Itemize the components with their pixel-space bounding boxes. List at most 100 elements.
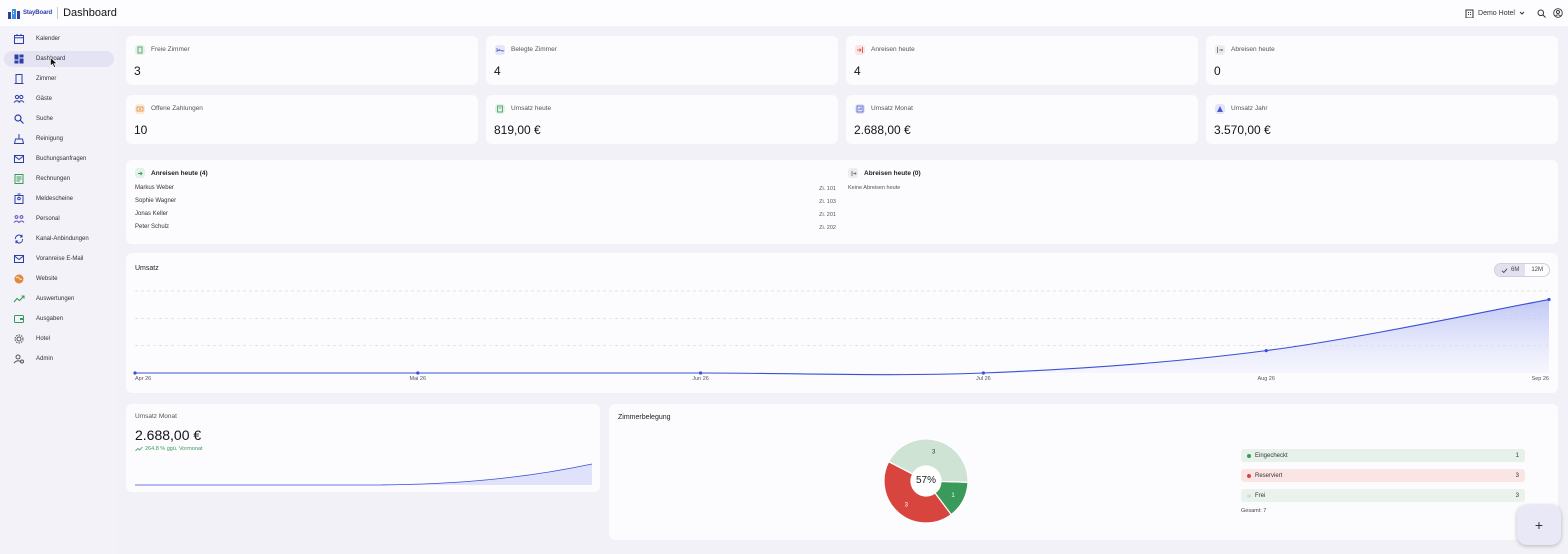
arrival-room-number: Zi. 202 (819, 225, 836, 231)
x-tick-label: Mai 26 (410, 376, 427, 382)
mouse-cursor-icon (50, 57, 58, 68)
sidebar-item-ausgaben[interactable]: Ausgaben (4, 311, 114, 327)
arrival-guest-name[interactable]: Peter Schulz (135, 224, 170, 230)
sidebar-item-auswertungen[interactable]: Auswertungen (4, 291, 114, 307)
sidebar-item-label: Kanal-Anbindungen (36, 236, 89, 242)
sidebar-item-personal[interactable]: Personal (4, 211, 114, 227)
hotel-selector[interactable]: Demo Hotel (1465, 9, 1526, 18)
revenue-point[interactable] (699, 371, 703, 375)
sidebar-item-hotel[interactable]: Hotel (4, 331, 114, 347)
hotel-name: Demo Hotel (1478, 9, 1515, 17)
sidebar-item-buchungsanfragen[interactable]: Buchungsanfragen (4, 151, 114, 167)
sidebar-item-zimmer[interactable]: Zimmer (4, 71, 114, 87)
stat-card[interactable]: Umsatz Monat 2.688,00 € (846, 95, 1198, 144)
stat-value: 3.570,00 € (1214, 123, 1271, 137)
stat-value: 10 (134, 123, 148, 137)
x-tick-label: Jun 26 (692, 376, 709, 382)
arrival-room-number: Zi. 201 (819, 212, 836, 218)
sidebar-item-suche[interactable]: Suche (4, 111, 114, 127)
stat-card[interactable]: Belegte Zimmer 4 (486, 36, 838, 85)
sync-icon (13, 233, 25, 245)
legend-row-frei[interactable]: Frei 3 (1241, 489, 1525, 502)
wallet-icon (13, 313, 25, 325)
sidebar-item-reinigung[interactable]: Reinigung (4, 131, 114, 147)
building-icon (1465, 9, 1474, 18)
legend-dot (1247, 453, 1251, 458)
sidebar-item-label: Reinigung (36, 136, 64, 142)
sidebar-item-website[interactable]: Website (4, 271, 114, 287)
payment-icon (135, 104, 145, 114)
sidebar-item-kanal-anbindungen[interactable]: Kanal-Anbindungen (4, 231, 114, 247)
legend-row-eingecheckt[interactable]: Eingecheckt 1 (1241, 449, 1525, 462)
add-button[interactable]: + (1517, 505, 1561, 545)
revenue-point[interactable] (416, 371, 420, 375)
logo-icon (8, 8, 20, 19)
sidebar-item-label: Website (36, 276, 58, 282)
sidebar: Kalender Dashboard Zimmer Gäste Suche Reinigu… (0, 26, 118, 554)
sidebar-item-admin[interactable]: Admin (4, 351, 114, 367)
stat-card[interactable]: Freie Zimmer 3 (126, 36, 478, 85)
mail-icon (13, 153, 25, 165)
chart-icon (855, 104, 865, 114)
arrival-guest-name[interactable]: Sophie Wagner (135, 198, 177, 204)
arrival-room-number: Zi. 103 (819, 199, 836, 205)
legend-row-reserviert[interactable]: Reserviert 3 (1241, 469, 1525, 482)
arrival-guest-name[interactable]: Jonas Keller (135, 211, 169, 217)
sidebar-item-kalender[interactable]: Kalender (4, 31, 114, 47)
sidebar-item-rechnungen[interactable]: Rechnungen (4, 171, 114, 187)
revenue-point[interactable] (981, 371, 986, 375)
arrival-guest-name[interactable]: Markus Weber (135, 185, 174, 191)
stat-value: 4 (854, 64, 861, 78)
revenue-chart-card: Umsatz 6M 12M Apr 26 Mai 26 Jun 26 Jul 26 Au… (126, 253, 1558, 393)
sidebar-item-voranreise-e-mail[interactable]: Voranreise E-Mail (4, 251, 114, 267)
bed-icon (495, 45, 505, 55)
mail-icon (13, 253, 25, 265)
account-button[interactable] (1551, 8, 1565, 18)
stat-card[interactable]: Umsatz heute 819,00 € (486, 95, 838, 144)
legend-label: Reserviert (1255, 472, 1283, 479)
sidebar-item-label: Voranreise E-Mail (36, 256, 84, 262)
brand-logo[interactable]: StayBoard (8, 0, 52, 26)
sidebar-item-label: Auswertungen (36, 296, 75, 302)
stat-label: Anreisen heute (871, 46, 915, 53)
toggle-6m[interactable]: 6M (1494, 264, 1526, 276)
stat-card[interactable]: Umsatz Jahr 3.570,00 € (1206, 95, 1558, 144)
occupancy-total: Gesamt: 7 (1241, 508, 1267, 514)
departure-icon (848, 168, 858, 178)
legend-count: 3 (1515, 492, 1519, 499)
x-tick-label: Sep 26 (1532, 376, 1549, 382)
revenue-title: Umsatz (135, 265, 159, 272)
legend-dot (1247, 493, 1251, 498)
sidebar-item-label: Suche (36, 116, 54, 122)
revenue-point[interactable] (133, 371, 137, 375)
x-tick-label: Aug 26 (1257, 376, 1274, 382)
gear-icon (13, 333, 25, 345)
stat-card[interactable]: Anreisen heute 4 (846, 36, 1198, 85)
occupancy-title: Zimmerbelegung (618, 414, 671, 421)
arrivals-title: Anreisen heute (4) (151, 169, 208, 177)
globe-icon (13, 273, 25, 285)
page-title: Dashboard (63, 7, 117, 19)
legend-label: Frei (1255, 492, 1266, 499)
sidebar-item-gäste[interactable]: Gäste (4, 91, 114, 107)
top-bar: StayBoard Dashboard Demo Hotel (0, 0, 1568, 26)
search-button[interactable] (1534, 9, 1548, 18)
legend-count: 1 (1515, 452, 1519, 459)
sidebar-item-label: Ausgaben (36, 316, 64, 322)
guests-icon (13, 93, 25, 105)
departures-empty: Keine Abreisen heute (848, 185, 901, 191)
revenue-point[interactable] (1547, 297, 1551, 302)
sidebar-item-meldescheine[interactable]: Meldescheine (4, 191, 114, 207)
stat-card[interactable]: Abreisen heute 0 (1206, 36, 1558, 85)
monthly-title: Umsatz Monat (135, 413, 177, 420)
toggle-12m[interactable]: 12M (1531, 267, 1543, 273)
sidebar-item-dashboard[interactable]: Dashboard (4, 51, 114, 67)
stat-card[interactable]: Offene Zahlungen 10 (126, 95, 478, 144)
sidebar-item-label: Gäste (36, 96, 53, 102)
revenue-point[interactable] (1264, 349, 1268, 353)
legend-label: Eingecheckt (1255, 452, 1288, 459)
brand-name: StayBoard (23, 10, 53, 16)
title-divider (57, 7, 59, 19)
monthly-value: 2.688,00 € (135, 427, 202, 443)
plus-icon: + (1534, 517, 1544, 533)
